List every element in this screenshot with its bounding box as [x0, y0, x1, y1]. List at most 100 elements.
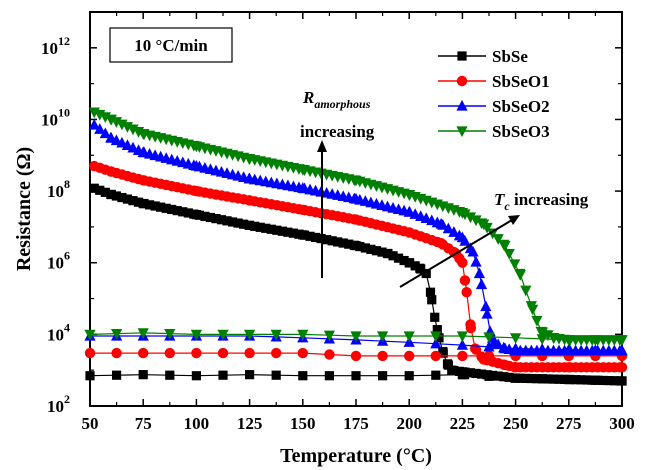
- sbseo1-cooling-point: [430, 350, 441, 362]
- sbse-heating-point: [421, 268, 431, 279]
- sbse-heating-point: [476, 369, 487, 379]
- x-tick-label: 200: [396, 414, 422, 433]
- sbse-heating-point: [250, 221, 260, 231]
- sbse-heating-point: [465, 368, 476, 378]
- tc-arrow: [399, 219, 513, 288]
- sbseo3-cooling-point: [217, 329, 229, 341]
- sbse-heating-point: [89, 183, 99, 193]
- sbseo2-heating-point: [459, 235, 471, 246]
- sbse-heating-point: [128, 196, 138, 206]
- sbse-heating-point: [338, 238, 348, 248]
- sbseo1-cooling-point: [404, 350, 415, 362]
- sbse-heating-point: [216, 215, 227, 225]
- rate-label: 10 °C/min: [134, 36, 208, 55]
- sbseo1-cooling-point: [84, 347, 96, 359]
- sbse-heating-point: [427, 295, 437, 305]
- sbseo3-cooling-point: [403, 331, 415, 343]
- sbse-cooling-point: [511, 373, 521, 383]
- sbse-heating-point: [493, 371, 503, 381]
- ramorphous-arrowhead: [317, 140, 327, 152]
- sbse-heating-point: [388, 251, 398, 261]
- legend: SbSe SbSeO1 SbSeO2 SbSeO3: [438, 47, 550, 141]
- x-tick-label: 225: [450, 414, 476, 433]
- sbseo2-heating-point: [94, 123, 106, 134]
- sbseo3-heating-point: [487, 228, 499, 240]
- sbseo1-heating-point: [616, 362, 628, 373]
- sbseo1-cooling-point: [324, 349, 335, 360]
- sbseo3-heating-point: [542, 330, 554, 341]
- sbse-heating-point: [410, 261, 420, 271]
- sbseo3-cooling-point: [137, 328, 149, 339]
- sbse-heating-point: [266, 224, 276, 234]
- x-tick-label: 150: [290, 414, 316, 433]
- x-tick-label: 125: [237, 414, 263, 433]
- legend-label-sbse: SbSe: [492, 47, 528, 66]
- rate-box-border: [109, 27, 233, 63]
- sbseo2-heating-point: [480, 300, 492, 312]
- sbseo2-cooling-point: [563, 343, 575, 355]
- sbse-heating-point: [167, 204, 177, 215]
- sbse-heating-point: [425, 287, 436, 297]
- tc-arrowhead: [508, 215, 520, 225]
- sbse-heating-point: [255, 222, 265, 232]
- ramorphous-text: increasing: [300, 122, 375, 141]
- sbseo3-cooling-point: [589, 335, 601, 347]
- sbse-heating-point: [100, 187, 110, 197]
- sbseo3-cooling-point: [323, 330, 335, 342]
- sbse-heating-point: [288, 228, 299, 238]
- y-tick-label: 102: [47, 392, 70, 416]
- sbse-cooling-point: [590, 375, 600, 385]
- series-sbseo3: [84, 107, 628, 347]
- sbse-heating-point: [371, 246, 382, 256]
- legend-label-sbseo3: SbSeO3: [492, 122, 550, 141]
- sbse-heating-point: [449, 365, 459, 376]
- sbseo2-heating-point: [442, 222, 454, 234]
- sbseo1-cooling-point: [297, 347, 308, 359]
- sbse-heating-point: [106, 189, 116, 200]
- x-tick-label: 250: [503, 414, 529, 433]
- sbseo3-cooling-point: [483, 332, 495, 344]
- sbseo2-heating-point: [437, 219, 449, 230]
- sbse-heating-point: [432, 325, 442, 335]
- sbseo1-heating-point: [457, 257, 468, 268]
- sbseo3-heating-point: [527, 304, 539, 316]
- sbseo2-heating-point: [88, 118, 100, 130]
- series-sbseo1: [84, 160, 628, 373]
- sbseo2-heating-point: [467, 245, 479, 257]
- sbse-heating-point: [283, 227, 293, 237]
- sbse-heating-point: [355, 241, 365, 252]
- sbseo3-cooling-point: [190, 329, 202, 341]
- sbse-heating-point: [139, 199, 149, 209]
- sbseo3-heating-point: [470, 215, 482, 227]
- sbse-heating-point: [344, 239, 354, 249]
- sbseo1-cooling-point: [244, 347, 255, 359]
- sbse-heating-point: [405, 258, 415, 268]
- sbseo1-cooling-point: [191, 347, 202, 359]
- ramorphous-subscript: amorphous: [314, 97, 370, 111]
- x-tick-label: 275: [556, 414, 582, 433]
- tick-group: 50 75 100 125 150 175 200 225 250 275 300 102 104 106…: [41, 12, 635, 433]
- sbse-cooling-point: [112, 370, 122, 380]
- sbse-heating-point: [156, 202, 166, 212]
- sbseo1-cooling-point: [164, 347, 175, 359]
- series-layer: [84, 107, 628, 386]
- legend-label-sbseo2: SbSeO2: [492, 97, 550, 116]
- sbseo3-heating-point: [536, 327, 549, 339]
- sbseo1-cooling-point: [483, 350, 495, 362]
- sbse-heating-point: [239, 219, 249, 229]
- sbseo2-heating-point: [470, 255, 482, 267]
- x-tick-label: 300: [609, 414, 635, 433]
- tc-annotation: Tc increasing: [399, 190, 589, 288]
- sbseo2-heating-point: [473, 267, 486, 279]
- ramorphous-label: Ramorphous: [302, 88, 371, 111]
- sbse-heating-point: [438, 348, 448, 358]
- sbseo3-heating-point: [509, 259, 521, 271]
- sbse-heating-point: [183, 208, 193, 218]
- x-tick-label: 75: [135, 414, 152, 433]
- sbse-heating-point: [322, 235, 332, 245]
- y-tick-label: 1010: [41, 105, 70, 129]
- sbseo3-cooling-point: [350, 331, 362, 343]
- sbseo1-cooling-point: [111, 347, 122, 359]
- legend-marker-sbseo3: [456, 126, 468, 138]
- sbse-cooling-point: [165, 370, 175, 380]
